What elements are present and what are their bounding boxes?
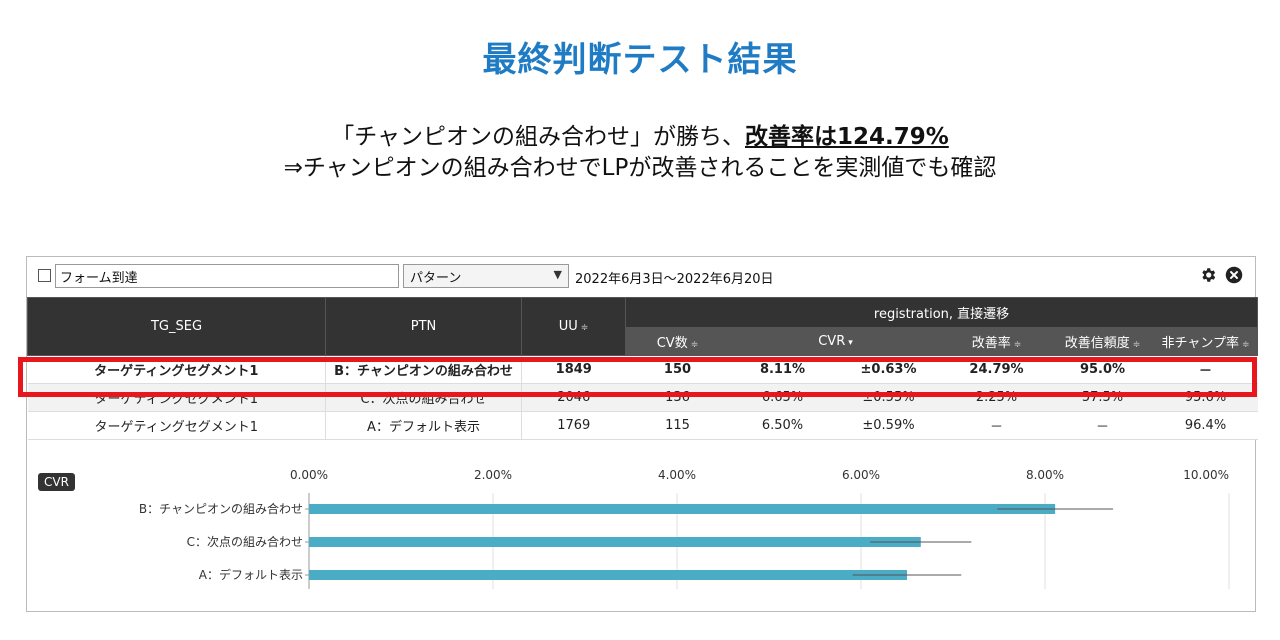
cell-cvr: 8.11%: [729, 355, 836, 384]
cell-improve: 2.25%: [941, 383, 1052, 412]
gear-icon[interactable]: [1199, 266, 1217, 284]
cell-cv: 150: [625, 355, 730, 384]
cell-uu: 1849: [521, 355, 626, 384]
sort-icon: ≑: [690, 340, 699, 350]
subtitle: 「チャンピオンの組み合わせ」が勝ち、改善率は124.79% ⇒チャンピオンの組み…: [0, 122, 1280, 184]
cell-non-champ: 95.6%: [1153, 383, 1258, 412]
cell-non-champ: －: [1153, 355, 1258, 384]
cell-confidence: －: [1051, 411, 1154, 440]
header-improve[interactable]: 改善率 ≑: [941, 327, 1052, 356]
cell-confidence: 95.0%: [1051, 355, 1154, 384]
subtitle-line-1: 「チャンピオンの組み合わせ」が勝ち、改善率は124.79%: [0, 122, 1280, 153]
cell-cvr: 6.65%: [729, 383, 836, 412]
table-row[interactable]: ターゲティングセグメント1 A：デフォルト表示 1769 115 6.50% ±…: [27, 411, 1258, 440]
report-panel: パターン ▼ 2022年6月3日～2022年6月20日 TG_SEG PTN U…: [26, 256, 1259, 613]
header-ptn[interactable]: PTN: [325, 297, 522, 356]
x-tick-label: 4.00%: [658, 468, 696, 482]
cell-uu: 2046: [521, 383, 626, 412]
header-cvr[interactable]: CVR ▾: [729, 327, 942, 356]
cell-seg: ターゲティングセグメント1: [27, 355, 326, 384]
sort-icon: ≑: [580, 323, 589, 333]
cell-improve: 24.79%: [941, 355, 1052, 384]
bar: [309, 537, 921, 547]
cell-err: ±0.59%: [835, 411, 942, 440]
x-tick-label: 8.00%: [1026, 468, 1064, 482]
header-non-champ[interactable]: 非チャンプ率 ≑: [1152, 327, 1259, 356]
subtitle-highlight: 改善率は124.79%: [744, 124, 949, 150]
x-tick-label: 10.00%: [1183, 468, 1229, 482]
page-title: 最終判断テスト結果: [482, 40, 798, 80]
subtitle-prefix: 「チャンピオンの組み合わせ」が勝ち、: [331, 124, 745, 150]
category-label: B：チャンピオンの組み合わせ: [139, 501, 303, 516]
bar: [309, 504, 1056, 514]
cell-seg: ターゲティングセグメント1: [27, 383, 326, 412]
sort-desc-icon: ▾: [848, 338, 853, 348]
toolbar: パターン ▼ 2022年6月3日～2022年6月20日: [27, 257, 1255, 297]
x-tick-label: 0.00%: [290, 468, 328, 482]
category-label: C：次点の組み合わせ: [187, 534, 303, 549]
cell-non-champ: 96.4%: [1153, 411, 1258, 440]
cell-confidence: 57.5%: [1051, 383, 1154, 412]
sort-icon: ≑: [1242, 340, 1250, 350]
header-group: registration, 直接遷移: [624, 297, 1259, 328]
cell-seg: ターゲティングセグメント1: [27, 411, 326, 440]
header-tg-seg[interactable]: TG_SEG: [27, 297, 326, 356]
cvr-chart: CVR 0.00% 2.00% 4.00% 6.00% 8.00% 10.00% B：チャン…: [27, 463, 1257, 613]
close-circle-icon[interactable]: [1225, 266, 1243, 284]
sort-icon: ≑: [1132, 340, 1141, 350]
cell-cv: 136: [625, 383, 730, 412]
chevron-down-icon: ▼: [553, 268, 562, 281]
results-table: TG_SEG PTN UU ≑ registration, 直接遷移 CV数 ≑ C…: [27, 297, 1259, 440]
row-checkbox[interactable]: [38, 269, 51, 282]
cell-ptn: C：次点の組み合わせ: [325, 383, 522, 412]
cell-err: ±0.55%: [835, 383, 942, 412]
category-label: A：デフォルト表示: [199, 567, 303, 582]
cell-cvr: 6.50%: [729, 411, 836, 440]
header-cv[interactable]: CV数 ≑: [625, 327, 730, 356]
subtitle-line-2: ⇒チャンピオンの組み合わせでLPが改善されることを実測値でも確認: [283, 155, 997, 181]
chart-title-badge: CVR: [38, 473, 75, 491]
header-uu[interactable]: UU ≑: [521, 297, 626, 356]
cell-cv: 115: [625, 411, 730, 440]
table-row[interactable]: ターゲティングセグメント1 B：チャンピオンの組み合わせ 1849 150 8.…: [27, 355, 1258, 384]
sort-icon: ≑: [1013, 340, 1022, 350]
cell-ptn: A：デフォルト表示: [325, 411, 522, 440]
pattern-select-value: パターン: [410, 271, 462, 286]
date-range: 2022年6月3日～2022年6月20日: [575, 272, 774, 287]
bar: [309, 570, 907, 580]
cell-improve: －: [941, 411, 1052, 440]
header-confidence[interactable]: 改善信頼度 ≑: [1051, 327, 1154, 356]
cell-err: ±0.63%: [835, 355, 942, 384]
table-row[interactable]: ターゲティングセグメント1 C：次点の組み合わせ 2046 136 6.65% …: [27, 383, 1258, 412]
metric-input[interactable]: [55, 264, 399, 288]
cvr-bar-chart: 0.00% 2.00% 4.00% 6.00% 8.00% 10.00% B：チャンピオンの…: [139, 468, 1230, 589]
x-tick-label: 2.00%: [474, 468, 512, 482]
x-tick-label: 6.00%: [842, 468, 880, 482]
cell-uu: 1769: [521, 411, 626, 440]
cell-ptn: B：チャンピオンの組み合わせ: [325, 355, 522, 384]
pattern-select[interactable]: パターン ▼: [403, 264, 569, 288]
